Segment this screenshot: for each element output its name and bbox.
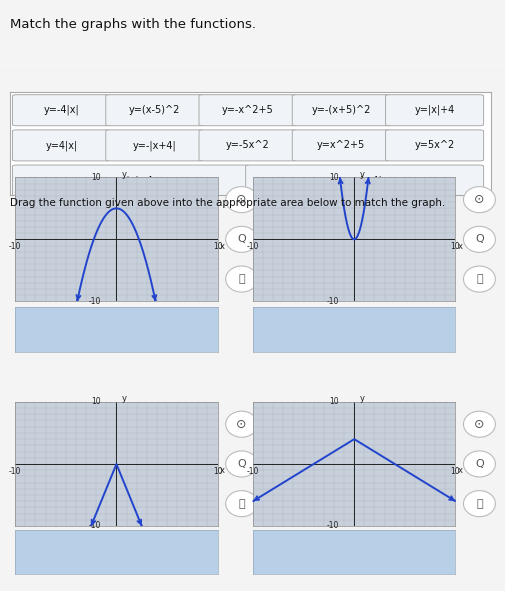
FancyBboxPatch shape xyxy=(13,95,111,126)
Text: y=5x^2: y=5x^2 xyxy=(414,141,454,150)
Text: x: x xyxy=(457,466,462,475)
Text: y=|x|+4: y=|x|+4 xyxy=(414,105,454,115)
FancyBboxPatch shape xyxy=(385,130,483,161)
FancyBboxPatch shape xyxy=(245,165,483,196)
Text: ⧉: ⧉ xyxy=(475,274,482,284)
Text: Drag the function given above into the appropriate area below to match the graph: Drag the function given above into the a… xyxy=(10,198,444,208)
Text: Q: Q xyxy=(474,235,483,244)
Text: ⊙: ⊙ xyxy=(236,418,246,431)
Text: y=-5x^2: y=-5x^2 xyxy=(226,141,269,150)
Text: Match the graphs with the functions.: Match the graphs with the functions. xyxy=(10,18,256,31)
Text: 10: 10 xyxy=(329,397,338,407)
Text: -10: -10 xyxy=(246,242,259,251)
FancyBboxPatch shape xyxy=(198,95,296,126)
Text: -10: -10 xyxy=(89,297,101,306)
Text: ⊙: ⊙ xyxy=(473,193,484,206)
Text: y=x^2+5: y=x^2+5 xyxy=(317,141,365,150)
Text: y: y xyxy=(121,394,126,403)
Text: ⊙: ⊙ xyxy=(236,193,246,206)
Text: x: x xyxy=(220,242,225,251)
Text: y=-x^2+5: y=-x^2+5 xyxy=(222,105,273,115)
FancyBboxPatch shape xyxy=(198,130,296,161)
Text: y=-4|x|: y=-4|x| xyxy=(43,105,79,115)
Text: x: x xyxy=(457,242,462,251)
Text: -10: -10 xyxy=(89,521,101,531)
FancyBboxPatch shape xyxy=(106,95,204,126)
FancyBboxPatch shape xyxy=(13,130,111,161)
Text: y: y xyxy=(121,170,126,178)
Text: 10: 10 xyxy=(91,173,101,182)
Circle shape xyxy=(463,491,494,517)
Text: 10: 10 xyxy=(212,242,222,251)
Circle shape xyxy=(225,187,257,213)
Circle shape xyxy=(225,491,257,517)
Text: y=-(x+5)^2: y=-(x+5)^2 xyxy=(311,105,370,115)
Circle shape xyxy=(463,266,494,292)
FancyBboxPatch shape xyxy=(385,95,483,126)
FancyBboxPatch shape xyxy=(292,130,389,161)
Text: 10: 10 xyxy=(212,467,222,476)
Text: -10: -10 xyxy=(246,467,259,476)
Text: y=-|x|+4: y=-|x|+4 xyxy=(110,176,153,186)
Text: 10: 10 xyxy=(329,173,338,182)
Text: Q: Q xyxy=(474,459,483,469)
Text: y=|x-4|: y=|x-4| xyxy=(346,176,382,186)
Circle shape xyxy=(463,187,494,213)
Text: 10: 10 xyxy=(91,397,101,407)
Text: -10: -10 xyxy=(9,242,21,251)
Circle shape xyxy=(463,411,494,437)
Text: ⧉: ⧉ xyxy=(238,499,244,509)
Circle shape xyxy=(225,411,257,437)
Text: 10: 10 xyxy=(449,467,460,476)
Text: x: x xyxy=(220,466,225,475)
FancyBboxPatch shape xyxy=(13,165,250,196)
Circle shape xyxy=(225,226,257,252)
Circle shape xyxy=(463,226,494,252)
Text: -10: -10 xyxy=(326,521,338,531)
Text: y=4|x|: y=4|x| xyxy=(45,140,78,151)
Text: y=-|x+4|: y=-|x+4| xyxy=(133,140,176,151)
FancyBboxPatch shape xyxy=(292,95,389,126)
Circle shape xyxy=(225,451,257,477)
Text: ⧉: ⧉ xyxy=(238,274,244,284)
Text: -10: -10 xyxy=(326,297,338,306)
Text: ⧉: ⧉ xyxy=(475,499,482,509)
Text: y=(x-5)^2: y=(x-5)^2 xyxy=(129,105,180,115)
Text: y: y xyxy=(359,394,364,403)
Text: 10: 10 xyxy=(449,242,460,251)
Text: -10: -10 xyxy=(9,467,21,476)
Text: y: y xyxy=(359,170,364,178)
Text: Q: Q xyxy=(237,459,245,469)
Text: ⊙: ⊙ xyxy=(473,418,484,431)
Circle shape xyxy=(463,451,494,477)
FancyBboxPatch shape xyxy=(106,130,204,161)
Circle shape xyxy=(225,266,257,292)
Text: Q: Q xyxy=(237,235,245,244)
